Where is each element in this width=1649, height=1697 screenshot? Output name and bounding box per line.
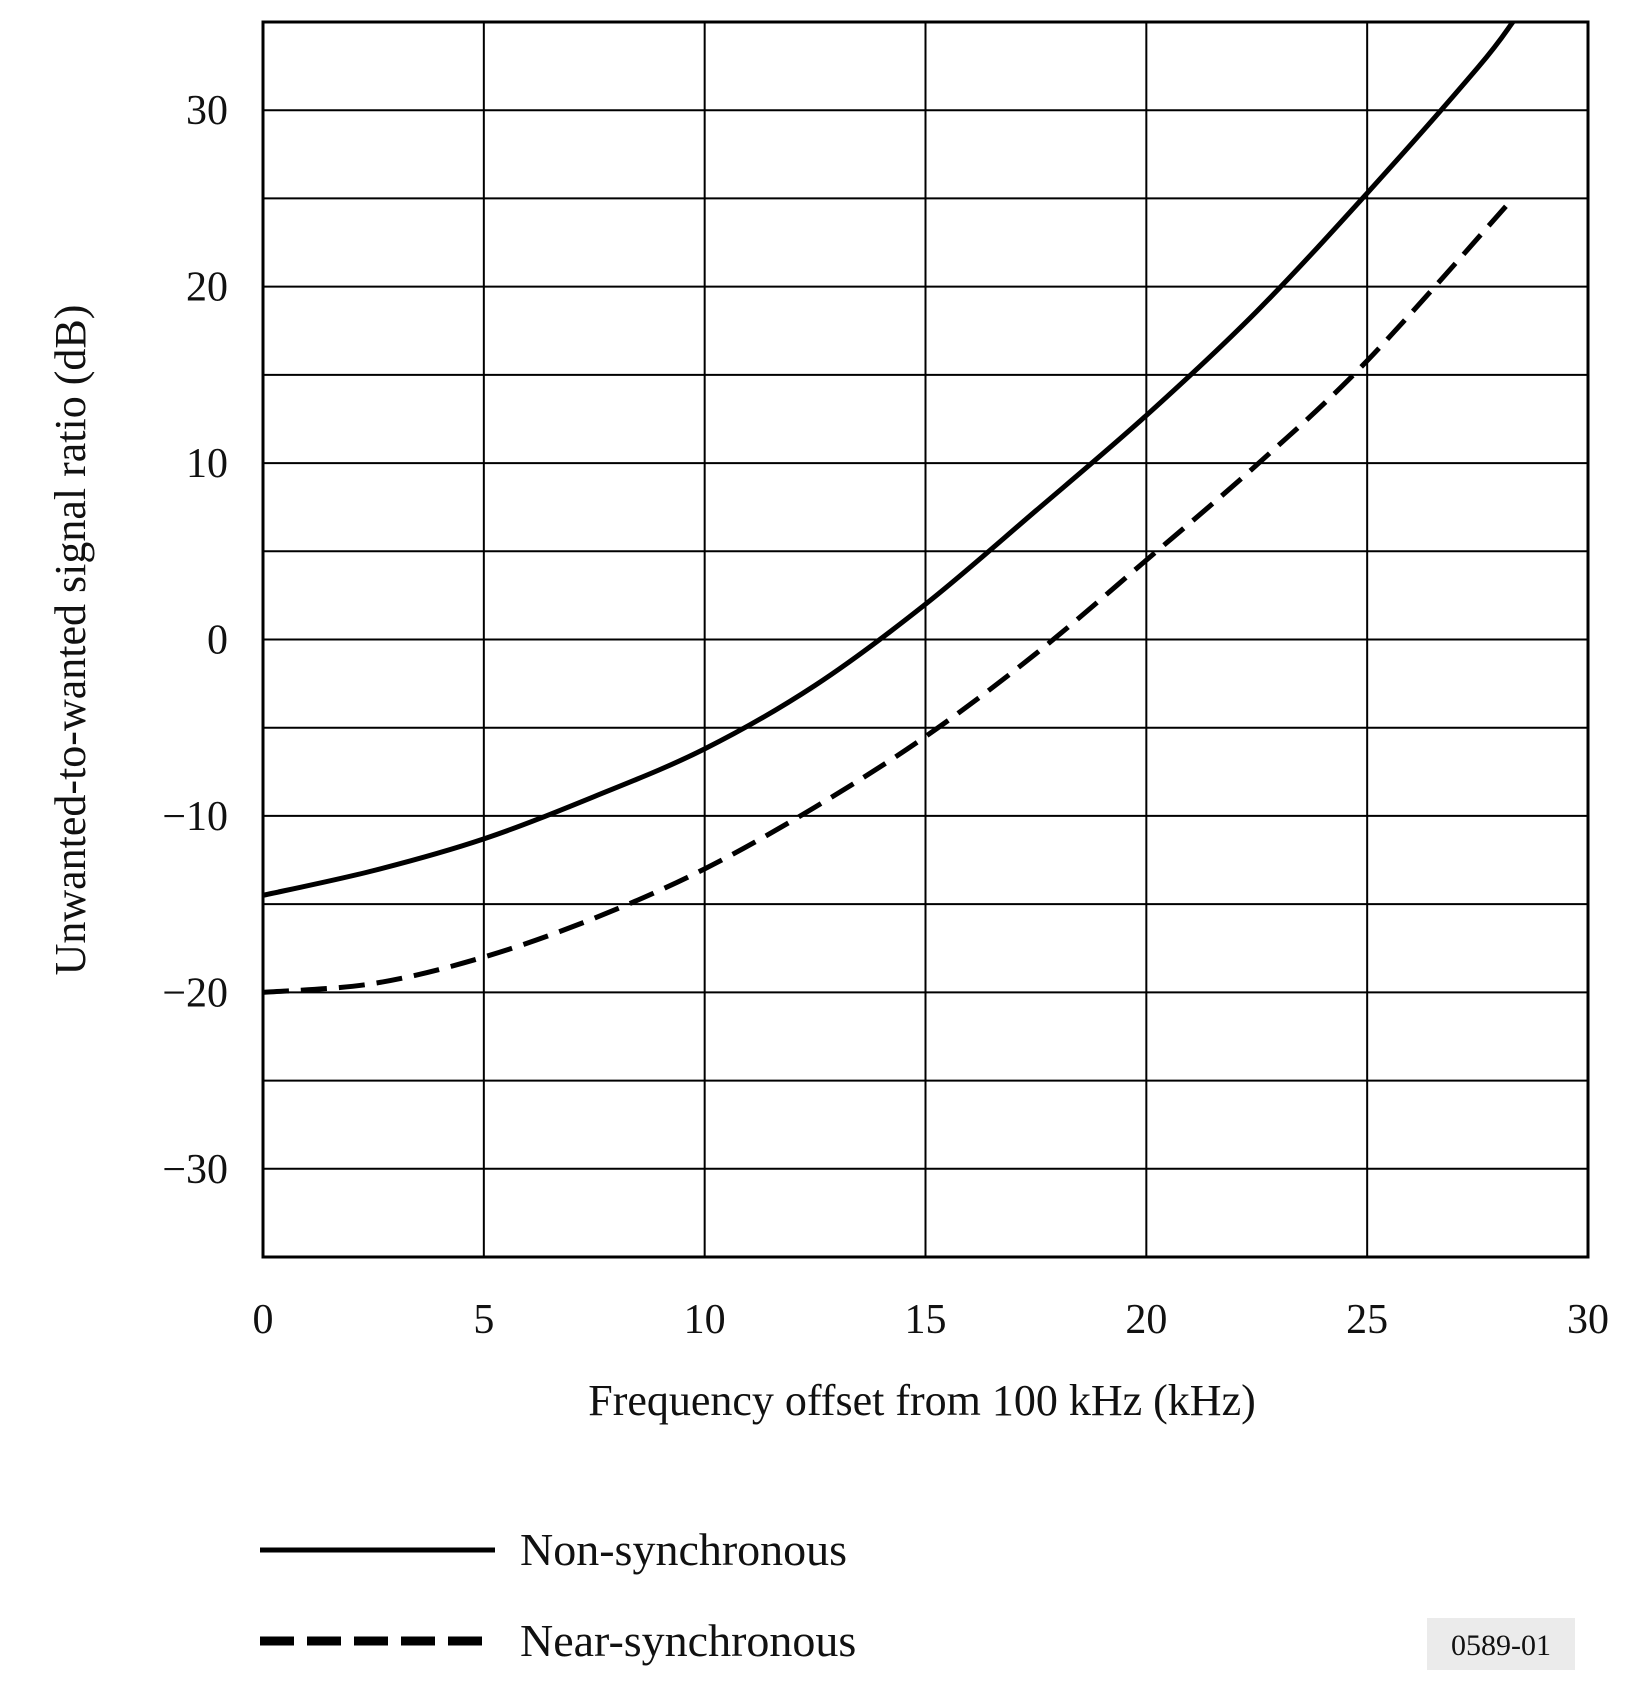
y-tick-label: 30 [186, 88, 228, 134]
x-tick-label: 0 [253, 1297, 274, 1343]
x-tick-label: 20 [1125, 1297, 1167, 1343]
x-tick-label: 30 [1567, 1297, 1609, 1343]
y-tick-label: 10 [186, 441, 228, 487]
y-tick-label: −10 [162, 794, 228, 840]
x-axis-title: Frequency offset from 100 kHz (kHz) [588, 1376, 1256, 1425]
figure-id-badge: 0589-01 [1427, 1618, 1575, 1670]
series-layer [262, 20, 1515, 995]
y-tick-label: −20 [162, 970, 228, 1016]
x-tick-label: 25 [1346, 1297, 1388, 1343]
plot-frame [261, 20, 1590, 1259]
legend: Non-synchronous Near-synchronous [260, 1524, 856, 1666]
series-line-non-synchronous [262, 20, 1515, 898]
x-tick-label: 5 [473, 1297, 494, 1343]
y-tick-label: 0 [207, 618, 228, 664]
y-axis-title: Unwanted-to-wanted signal ratio (dB) [46, 305, 95, 976]
x-tick-label: 10 [684, 1297, 726, 1343]
legend-label-non-synchronous: Non-synchronous [520, 1524, 847, 1575]
series-line-near-synchronous [262, 196, 1515, 995]
grid [263, 22, 1588, 1257]
y-tick-label: 20 [186, 265, 228, 311]
y-tick-labels: −30 −20 −10 0 10 20 30 [162, 88, 228, 1193]
figure-id: 0589-01 [1451, 1629, 1551, 1662]
x-tick-labels: 0 5 10 15 20 25 30 [253, 1297, 1610, 1343]
x-tick-label: 15 [905, 1297, 947, 1343]
y-tick-label: −30 [162, 1147, 228, 1193]
legend-label-near-synchronous: Near-synchronous [520, 1615, 856, 1666]
